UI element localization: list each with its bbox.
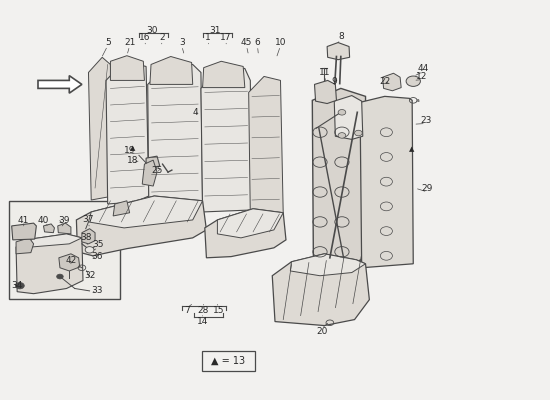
Polygon shape (360, 96, 413, 268)
Text: 29: 29 (422, 184, 433, 193)
Circle shape (355, 130, 362, 136)
FancyBboxPatch shape (9, 201, 120, 299)
Text: 44: 44 (417, 64, 429, 73)
Text: 28: 28 (197, 306, 208, 315)
Text: 35: 35 (92, 240, 104, 249)
FancyBboxPatch shape (202, 352, 255, 371)
Text: 40: 40 (38, 216, 49, 225)
Circle shape (57, 274, 63, 279)
Text: 8: 8 (338, 32, 344, 41)
Polygon shape (106, 61, 149, 204)
Polygon shape (89, 196, 202, 228)
Text: 21: 21 (124, 38, 135, 47)
Polygon shape (82, 229, 95, 244)
Text: 30: 30 (146, 26, 157, 35)
Text: 18: 18 (126, 156, 138, 165)
Polygon shape (146, 156, 160, 168)
Text: 45: 45 (241, 38, 252, 47)
Polygon shape (205, 209, 286, 258)
Circle shape (15, 282, 24, 289)
Polygon shape (38, 76, 82, 93)
Text: 20: 20 (316, 327, 327, 336)
Text: ▲: ▲ (130, 145, 135, 151)
Circle shape (406, 76, 420, 86)
Text: 36: 36 (91, 252, 102, 261)
Text: 34: 34 (12, 281, 23, 290)
Polygon shape (290, 254, 366, 276)
Polygon shape (312, 88, 367, 266)
Polygon shape (58, 223, 71, 234)
Polygon shape (76, 196, 206, 256)
Text: 39: 39 (58, 216, 69, 225)
Text: 3: 3 (179, 38, 185, 47)
Text: 32: 32 (84, 271, 95, 280)
Text: 42: 42 (65, 256, 76, 265)
Polygon shape (150, 56, 192, 84)
Polygon shape (113, 201, 130, 216)
Polygon shape (142, 160, 157, 186)
Text: 38: 38 (80, 233, 91, 242)
Polygon shape (31, 234, 82, 247)
Text: 23: 23 (420, 116, 432, 125)
Text: 6: 6 (255, 38, 260, 47)
Polygon shape (12, 223, 36, 240)
Text: ▲ = 13: ▲ = 13 (211, 356, 245, 366)
Text: 5: 5 (105, 38, 111, 47)
Polygon shape (383, 73, 401, 91)
Polygon shape (249, 76, 283, 216)
Text: 17: 17 (220, 33, 232, 42)
Polygon shape (59, 254, 80, 271)
Text: 41: 41 (18, 216, 29, 225)
Text: 2: 2 (160, 33, 166, 42)
Polygon shape (16, 234, 83, 294)
Text: 22: 22 (379, 77, 390, 86)
Polygon shape (334, 96, 363, 140)
Text: 33: 33 (91, 286, 102, 295)
Text: 14: 14 (197, 317, 208, 326)
Polygon shape (111, 56, 145, 80)
Text: 7: 7 (184, 306, 190, 315)
Polygon shape (43, 224, 54, 233)
Text: 12: 12 (416, 72, 428, 81)
Text: 1: 1 (205, 33, 211, 42)
Polygon shape (202, 61, 245, 88)
Circle shape (85, 247, 94, 253)
Text: 11: 11 (318, 68, 330, 77)
Polygon shape (272, 254, 370, 326)
Polygon shape (315, 80, 337, 104)
Text: 37: 37 (82, 215, 94, 224)
Text: 15: 15 (213, 306, 225, 315)
Polygon shape (148, 64, 202, 208)
Text: 16: 16 (139, 33, 150, 42)
Text: ▲: ▲ (409, 146, 415, 152)
Text: 9: 9 (331, 77, 337, 86)
Text: 31: 31 (209, 26, 221, 35)
Polygon shape (16, 238, 34, 254)
Text: 10: 10 (275, 38, 286, 47)
Polygon shape (327, 42, 350, 60)
Text: 25: 25 (151, 166, 163, 175)
Text: 19: 19 (124, 146, 135, 155)
Polygon shape (201, 66, 252, 212)
Circle shape (338, 133, 346, 138)
Polygon shape (89, 57, 113, 200)
Text: a: a (415, 98, 419, 103)
Circle shape (338, 110, 346, 115)
Polygon shape (217, 209, 283, 238)
Text: 4: 4 (192, 108, 198, 117)
